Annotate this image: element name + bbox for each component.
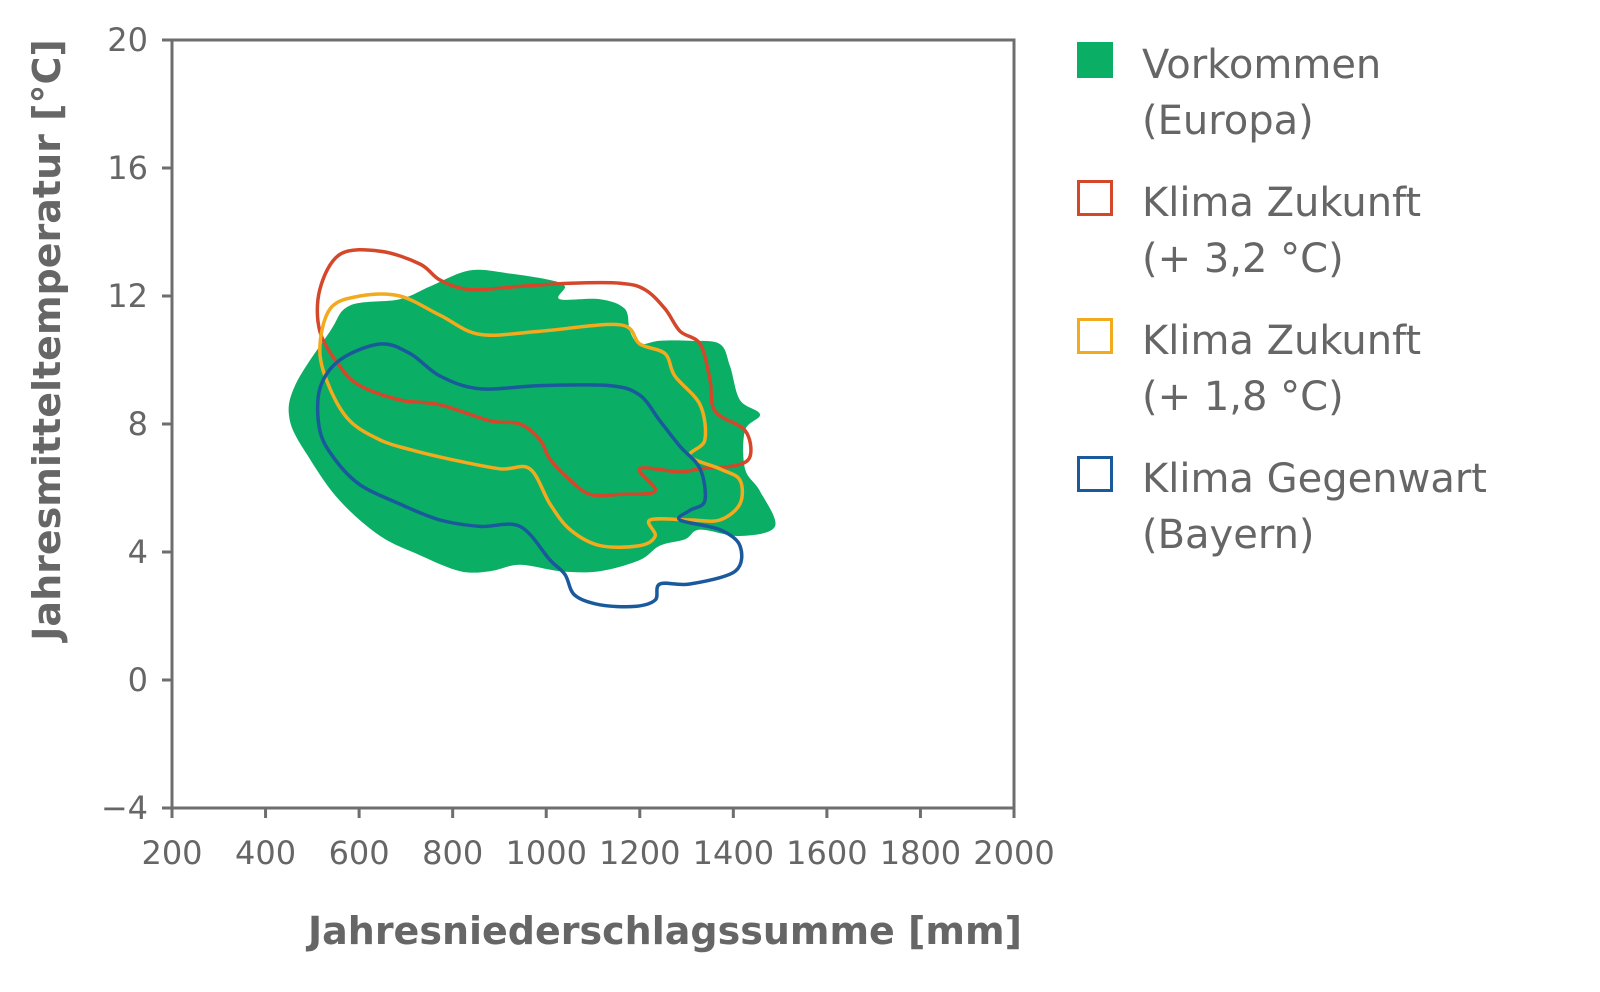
series-region-2 (318, 292, 745, 549)
y-tick-label: −4 (101, 789, 148, 827)
ticks-layer: 200 400 600 800 1000 1200 1400 1600 1800 2000 −4 0 4… (101, 21, 1055, 872)
x-tick-label: 200 (141, 834, 202, 872)
x-tick-label: 1600 (786, 834, 867, 872)
legend-swatch (1077, 42, 1113, 78)
x-tick-label: 2000 (973, 834, 1054, 872)
legend-item-0: Vorkommen (Europa) (1077, 42, 1381, 144)
y-tick-label: 12 (107, 277, 148, 315)
y-tick-label: 4 (128, 533, 148, 571)
series-layer (288, 248, 776, 609)
x-tick-label: 800 (422, 834, 483, 872)
x-tick-label: 1000 (506, 834, 587, 872)
legend-swatch (1077, 180, 1113, 216)
legend-label: (Bayern) (1142, 512, 1315, 558)
x-tick-label: 400 (235, 834, 296, 872)
legend-label: (+ 3,2 °C) (1142, 236, 1344, 282)
legend-label: Vorkommen (1142, 42, 1381, 88)
legend-label: Klima Zukunft (1142, 180, 1421, 226)
y-tick-label: 0 (128, 661, 148, 699)
legend-label: (+ 1,8 °C) (1142, 374, 1344, 420)
x-tick-label: 1400 (693, 834, 774, 872)
legend-swatch (1077, 318, 1113, 354)
x-tick-label: 600 (329, 834, 390, 872)
series-region-0 (288, 269, 776, 573)
y-tick-label: 8 (128, 405, 148, 443)
y-tick-label: 16 (107, 149, 148, 187)
legend-label: Klima Zukunft (1142, 318, 1421, 364)
series-region-3 (315, 342, 744, 609)
legend-swatch (1077, 456, 1113, 492)
x-tick-label: 1200 (599, 834, 680, 872)
y-tick-label: 20 (107, 21, 148, 59)
legend-label: (Europa) (1142, 98, 1314, 144)
y-axis-label: Jahresmitteltemperatur [°C] (25, 39, 69, 643)
x-tick-label: 1800 (880, 834, 961, 872)
legend-item-1: Klima Zukunft (+ 3,2 °C) (1077, 180, 1421, 282)
legend-label: Klima Gegenwart (1142, 456, 1487, 502)
x-axis-label: Jahresniederschlagssumme [mm] (305, 909, 1022, 953)
legend-item-2: Klima Zukunft (+ 1,8 °C) (1077, 318, 1421, 420)
legend: Vorkommen (Europa) Klima Zukunft (+ 3,2 °C)… (1077, 42, 1487, 558)
legend-item-3: Klima Gegenwart (Bayern) (1077, 456, 1487, 558)
